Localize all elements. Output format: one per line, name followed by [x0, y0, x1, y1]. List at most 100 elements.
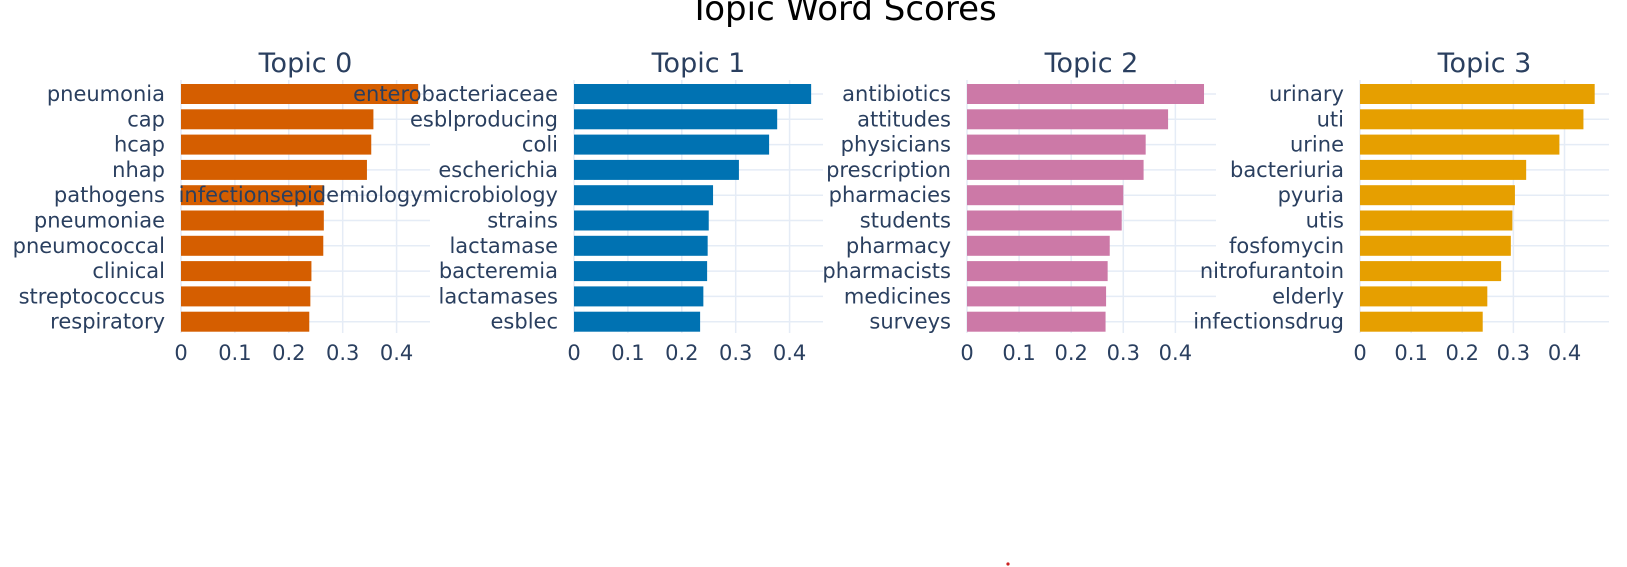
bar-pneumoniae: [181, 210, 324, 231]
x-tick-label: 0.1: [218, 341, 251, 365]
bar-urinary: [1360, 84, 1595, 104]
category-label: pneumoniae: [34, 209, 165, 233]
category-label: pyuria: [1278, 183, 1344, 207]
bar-urine: [1360, 134, 1560, 155]
bar-uti: [1360, 109, 1584, 130]
category-label: pharmacy: [846, 234, 951, 258]
subplot-topic-1: Topic 10 0.1 0.2 0.3 0.4enterobacteriaceaees…: [179, 48, 823, 365]
subplot-title: Topic 0: [258, 48, 353, 79]
x-tick-label: 0.1: [611, 341, 644, 365]
x-tick-label: 0.4: [380, 341, 413, 365]
bar-escherichia: [574, 159, 739, 180]
bar-bacteremia: [574, 261, 708, 282]
category-label: infectionsdrug: [1193, 310, 1344, 334]
category-label: bacteremia: [439, 259, 558, 283]
subplot-title: Topic 3: [1437, 48, 1532, 79]
x-tick-label: 0.1: [1394, 341, 1427, 365]
category-label: uti: [1317, 107, 1344, 131]
category-label: attitudes: [857, 107, 951, 131]
bar-lactamases: [574, 286, 704, 307]
bar-coli: [574, 134, 770, 155]
category-label: pneumonia: [47, 82, 165, 106]
x-tick-label: 0.2: [665, 341, 698, 365]
category-label: medicines: [844, 284, 951, 308]
category-label: pharmacists: [822, 259, 951, 283]
category-label: bacteriuria: [1230, 158, 1344, 182]
category-label: urinary: [1269, 82, 1344, 106]
category-label: students: [860, 209, 951, 233]
marker-dot: [1006, 562, 1010, 566]
category-label: enterobacteriaceae: [353, 82, 558, 106]
bar-nitrofurantoin: [1360, 261, 1502, 282]
subplot-topic-0: Topic 0 0 0.1 0.2 0.3 0.4 pneumoniacaphcapnhap…: [13, 48, 430, 365]
category-label: surveys: [869, 310, 951, 334]
category-label: fosfomycin: [1229, 234, 1344, 258]
bar-pyuria: [1360, 185, 1515, 206]
category-label: elderly: [1272, 284, 1344, 308]
x-tick-label: 0.3: [1497, 341, 1530, 365]
category-label: strains: [487, 209, 558, 233]
bar-pharmacies: [967, 185, 1124, 206]
category-label: clinical: [92, 259, 165, 283]
bar-antibiotics: [967, 84, 1205, 104]
category-label: lactamases: [439, 284, 558, 308]
x-tick-label: 0: [960, 341, 973, 365]
bar-physicians: [967, 134, 1146, 155]
category-label: utis: [1306, 209, 1344, 233]
figure-title: Topic Word Scores: [688, 0, 996, 29]
bar-infectionsepidemiologymicrobiology: [574, 185, 714, 206]
category-label: antibiotics: [842, 82, 951, 106]
category-label: physicians: [841, 133, 951, 157]
bar-strains: [574, 210, 709, 231]
bar-infectionsdrug: [1360, 311, 1483, 332]
bar-medicines: [967, 286, 1107, 307]
category-label: esblec: [491, 310, 559, 334]
category-label: pathogens: [54, 183, 165, 207]
subplot-topic-2: Topic 2 0 0.1 0.2 0.3 0.4 antibioticsattitudes…: [822, 48, 1216, 365]
x-tick-label: 0.1: [1002, 341, 1035, 365]
x-tick-label: 0.4: [1548, 341, 1581, 365]
category-label: streptococcus: [19, 284, 165, 308]
x-tick-label: 0.3: [326, 341, 359, 365]
subplot-title: Topic 2: [1044, 48, 1139, 79]
category-label: urine: [1290, 133, 1344, 157]
bar-esblec: [574, 311, 701, 332]
bar-elderly: [1360, 286, 1488, 307]
bar-pneumococcal: [181, 235, 324, 256]
subplot-title: Topic 1: [651, 48, 746, 79]
bar-hcap: [181, 134, 372, 155]
category-label: coli: [522, 133, 558, 157]
category-label: pharmacies: [829, 183, 951, 207]
category-label: cap: [127, 107, 165, 131]
x-tick-label: 0.2: [1446, 341, 1479, 365]
category-label: respiratory: [50, 310, 165, 334]
category-label: escherichia: [438, 158, 558, 182]
category-label: nitrofurantoin: [1200, 259, 1344, 283]
bar-nhap: [181, 159, 367, 180]
bar-streptococcus: [181, 286, 311, 307]
x-tick-label: 0.4: [1159, 341, 1192, 365]
bar-esblproducing: [574, 109, 778, 130]
bar-attitudes: [967, 109, 1169, 130]
x-tick-label: 0: [567, 341, 580, 365]
bar-pathogens: [181, 185, 324, 206]
bar-enterobacteriaceae: [574, 84, 812, 104]
x-tick-label: 0.2: [272, 341, 305, 365]
x-tick-label: 0: [174, 341, 187, 365]
bar-fosfomycin: [1360, 235, 1511, 256]
category-label: esblproducing: [410, 107, 558, 131]
subplot-topic-3: Topic 3 0 0.1 0.2 0.3 0.4 urinaryutiurinebacte…: [1193, 48, 1609, 365]
bar-prescription: [967, 159, 1144, 180]
bar-lactamase: [574, 235, 708, 256]
bar-pharmacists: [967, 261, 1108, 282]
bar-pneumonia: [181, 84, 419, 104]
category-label: infectionsepidemiologymicrobiology: [179, 183, 558, 207]
bar-clinical: [181, 261, 312, 282]
bar-utis: [1360, 210, 1513, 231]
category-label: lactamase: [449, 234, 558, 258]
x-tick-label: 0.3: [719, 341, 752, 365]
category-label: pneumococcal: [13, 234, 165, 258]
bar-cap: [181, 109, 374, 130]
bar-students: [967, 210, 1122, 231]
